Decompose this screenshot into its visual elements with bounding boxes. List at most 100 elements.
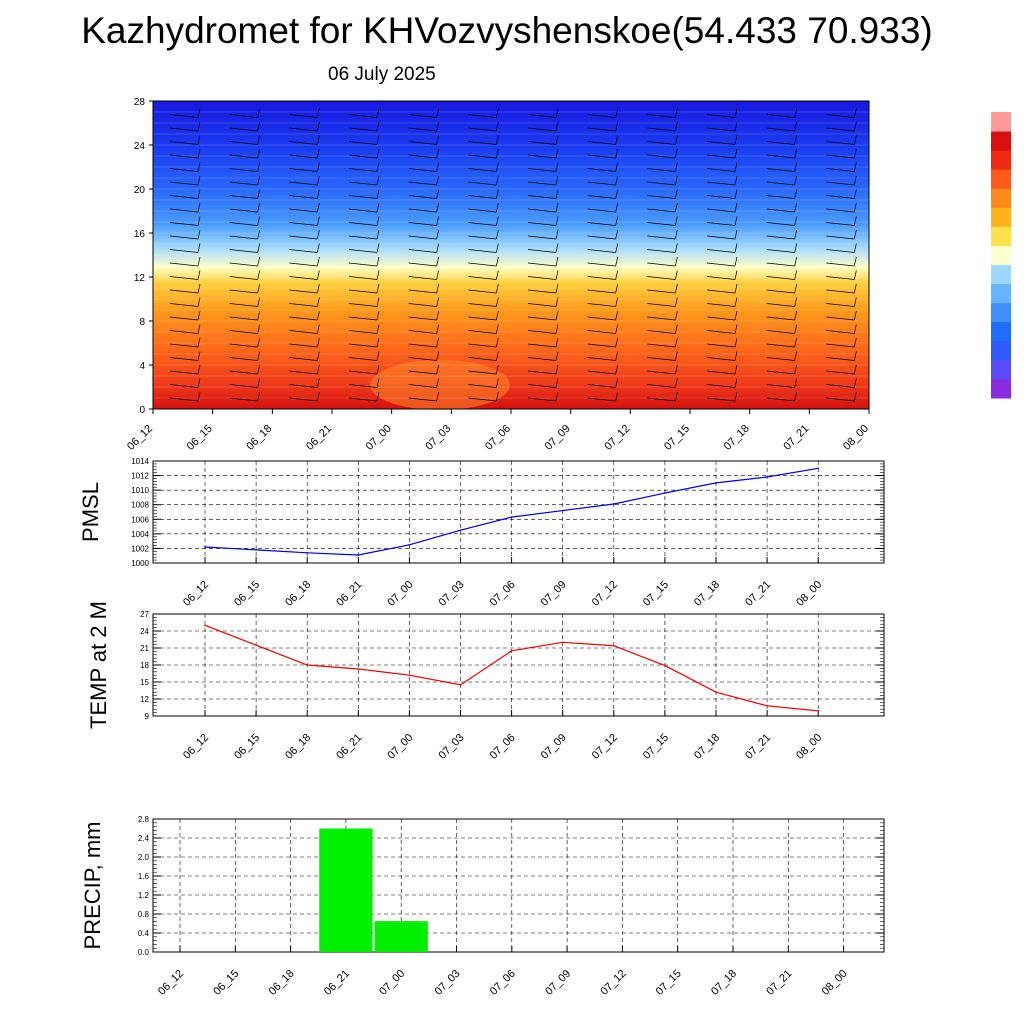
wind-barb-flag	[674, 351, 678, 361]
wind-barb	[647, 303, 676, 307]
wind-barb	[706, 384, 736, 388]
series-point	[255, 644, 257, 646]
wind-barb	[468, 303, 497, 307]
wind-barb	[289, 235, 318, 240]
wind-barb	[587, 316, 616, 321]
wind-barb	[468, 397, 497, 402]
wind-barb	[706, 181, 736, 186]
wind-barb	[826, 357, 855, 361]
wind-barb-flag	[555, 121, 559, 132]
wind-barb	[766, 262, 795, 267]
wind-barb-flag	[853, 121, 857, 132]
wind-barb-flag	[316, 175, 320, 186]
xtick-label: 08_00	[794, 579, 824, 609]
colorbar-swatch	[991, 283, 1011, 304]
xtick-label: 07_06	[488, 579, 518, 609]
wind-barb-flag	[794, 175, 798, 186]
wind-barb	[527, 114, 557, 118]
wind-barb	[348, 249, 378, 253]
wind-barb	[229, 127, 258, 132]
colorbar	[991, 112, 1011, 399]
wind-barb	[706, 249, 736, 253]
wind-barb-flag	[257, 202, 261, 213]
wind-barb-flag	[734, 310, 738, 321]
colorbar-swatch	[991, 169, 1011, 189]
wind-barb-flag	[197, 324, 201, 334]
xtick-label: 07_00	[385, 732, 415, 762]
wind-barb-flag	[615, 229, 619, 240]
wind-barb-flag	[316, 310, 320, 321]
xtick-label: 07_15	[641, 732, 671, 762]
wind-barb	[229, 330, 258, 334]
wind-barb	[587, 181, 616, 186]
wind-barb-flag	[674, 216, 678, 226]
wind-barb-flag	[436, 351, 440, 361]
wind-barb	[826, 289, 855, 294]
wind-barb	[647, 397, 676, 402]
wind-barb-flag	[853, 175, 857, 186]
wind-barb	[468, 181, 497, 186]
wind-barb-flag	[794, 135, 798, 145]
wind-barb	[647, 289, 676, 294]
wind-barb	[647, 208, 676, 213]
wind-barb	[468, 384, 497, 388]
wind-barb	[408, 357, 437, 361]
ytick-label: 24	[140, 627, 149, 636]
wind-barb-flag	[495, 351, 499, 361]
wind-barb	[587, 249, 616, 253]
wind-barb-flag	[734, 135, 738, 145]
series-point	[510, 516, 513, 518]
wind-barb-flag	[674, 108, 678, 118]
wind-barb-flag	[615, 270, 619, 280]
wind-barb-flag	[495, 337, 499, 348]
wind-barb-flag	[555, 148, 559, 159]
xtick-label: 07_03	[437, 579, 467, 609]
wind-barb	[706, 397, 736, 402]
wind-barb	[826, 235, 855, 240]
section-xtick-label: 06_21	[304, 423, 334, 453]
wind-barb	[408, 195, 437, 199]
wind-barb	[706, 303, 736, 307]
wind-barb	[826, 276, 855, 280]
wind-barb-flag	[495, 243, 499, 253]
wind-barb-flag	[853, 256, 857, 267]
wind-barb	[468, 316, 497, 321]
wind-barb	[826, 222, 855, 226]
ytick-label: 9	[145, 712, 150, 721]
wind-barb	[826, 154, 855, 159]
y-axis-title: PMSL	[78, 482, 103, 542]
wind-barb	[468, 357, 497, 361]
xtick-label: 07_21	[743, 732, 773, 762]
wind-barb	[527, 370, 557, 375]
wind-barb-flag	[197, 175, 201, 186]
ytick-label: 1010	[131, 486, 149, 495]
wind-barb-flag	[316, 324, 320, 334]
wind-barb-flag	[734, 229, 738, 240]
wind-barb-flag	[734, 337, 738, 348]
wind-barb-flag	[615, 121, 619, 132]
wind-barb	[348, 357, 378, 361]
xtick-label: 07_18	[692, 732, 722, 762]
wind-barb-flag	[555, 175, 559, 186]
wind-barb	[706, 370, 736, 375]
series-point	[459, 529, 462, 532]
series-point	[306, 552, 309, 554]
section-xtick-label: 07_12	[602, 423, 632, 453]
wind-barb	[408, 249, 437, 253]
wind-barb-flag	[615, 216, 619, 226]
ytick-label: 1.6	[138, 872, 150, 881]
wind-barb-flag	[853, 297, 857, 307]
section-ytick-label: 20	[134, 185, 146, 196]
wind-barb	[348, 154, 378, 159]
wind-barb	[408, 330, 437, 334]
wind-barb-flag	[436, 310, 440, 321]
wind-barb	[468, 168, 497, 172]
wind-barb	[169, 316, 199, 321]
wind-barb	[289, 181, 318, 186]
wind-barb-flag	[257, 162, 261, 172]
wind-barb-flag	[436, 270, 440, 280]
series-point	[408, 543, 411, 546]
wind-barb-flag	[495, 202, 499, 213]
wind-barb-flag	[615, 135, 619, 145]
wind-barb-flag	[197, 283, 201, 294]
